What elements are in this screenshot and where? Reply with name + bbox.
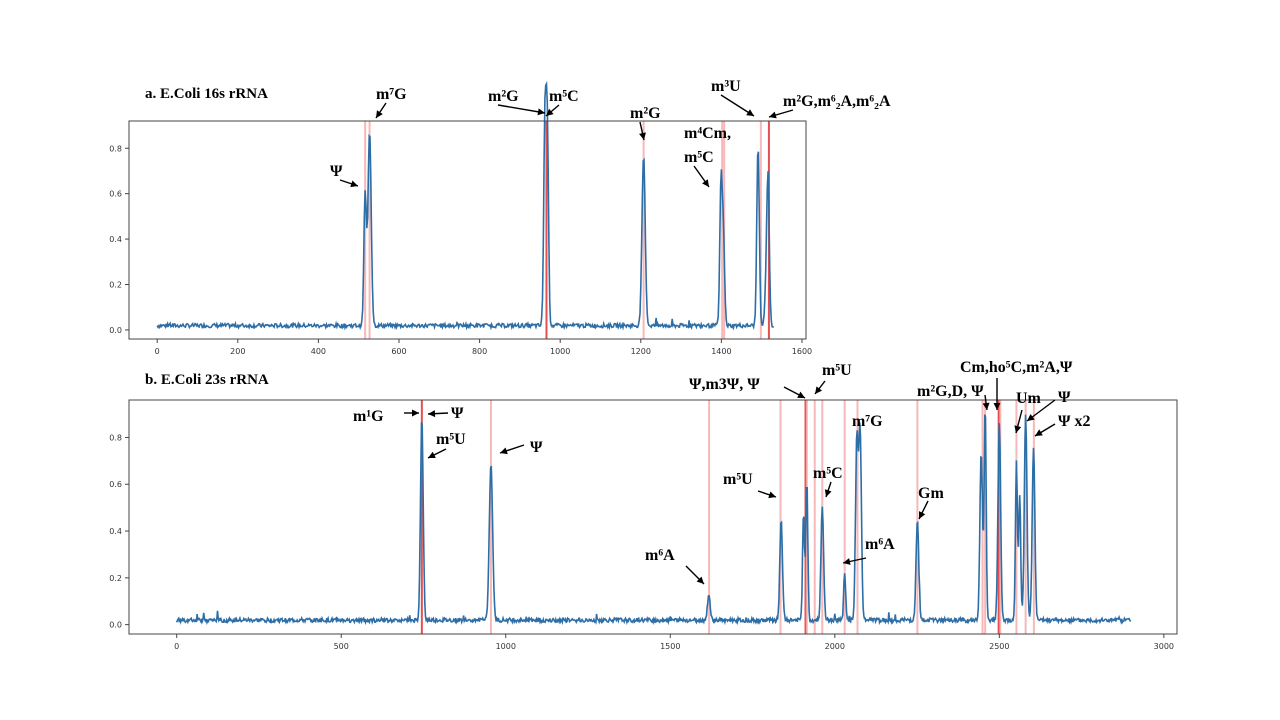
x-tick-label: 2000 (825, 642, 845, 651)
annotation-label: Ψ (451, 405, 464, 422)
y-tick-label: 0.8 (109, 433, 122, 442)
x-tick-label: 200 (230, 347, 245, 356)
y-tick-label: 0.2 (109, 281, 122, 290)
annotation-arrowhead (696, 576, 704, 584)
x-tick-label: 0 (155, 347, 160, 356)
plot-frame (128, 120, 807, 340)
x-tick-label: 1400 (711, 347, 731, 356)
y-tick-label: 0.2 (109, 574, 122, 583)
annotation-label: Ψ x2 (1058, 413, 1090, 430)
annotation-label: m⁶A (645, 547, 675, 564)
annotation-arrowhead (1014, 425, 1022, 433)
annotation-label: m²G (630, 105, 661, 122)
annotation-arrowhead (500, 447, 508, 455)
annotation-label: m²G (488, 88, 519, 105)
x-tick-label: 1600 (792, 347, 812, 356)
panel-title-16s: a. E.Coli 16s rRNA (145, 86, 268, 102)
x-tick-label: 1200 (631, 347, 651, 356)
annotation-arrowhead (537, 108, 545, 116)
annotation-arrowhead (746, 109, 754, 116)
annotation-arrowhead (546, 108, 554, 116)
annotation-label: Gm (918, 485, 944, 502)
x-tick-label: 800 (472, 347, 487, 356)
annotation-arrowhead (797, 391, 805, 398)
annotation-arrowhead (428, 410, 436, 418)
annotation-label: m⁵U (723, 471, 753, 488)
annotation-label: Ψ,m3Ψ, Ψ (689, 376, 760, 393)
y-tick-label: 0.0 (109, 621, 122, 630)
annotation-label: m⁴Cm, (684, 125, 731, 142)
annotation-label: m⁷G (852, 413, 883, 430)
annotation-arrowhead (768, 491, 776, 499)
annotation-label: m⁵U (822, 362, 852, 379)
annotation-arrowhead (982, 402, 990, 410)
x-tick-label: 2500 (989, 642, 1009, 651)
annotation-arrowhead (815, 386, 823, 394)
plot-frame (128, 399, 1178, 635)
y-tick-label: 0.6 (109, 190, 122, 199)
x-tick-label: 1500 (660, 642, 680, 651)
annotation-arrowhead (824, 489, 832, 497)
annotation-label: m⁵U (436, 431, 466, 448)
annotation-arrowhead (1027, 414, 1035, 421)
annotation-label: Ψ (530, 439, 543, 456)
annotation-arrowhead (769, 111, 777, 119)
annotation-label: m³U (711, 78, 741, 95)
panel-23s: b. E.Coli 23s rRNA 0 500 1000 1500 2000 2500 3… (109, 359, 1178, 651)
x-tick-label: 1000 (496, 642, 516, 651)
annotation-label: m²G,m⁶₂A,m⁶₂A (783, 93, 891, 110)
x-tick-label: 600 (391, 347, 406, 356)
annotation-label: Ψ (330, 163, 343, 180)
signal-line (175, 414, 1132, 626)
panel-title-23s: b. E.Coli 23s rRNA (145, 372, 269, 388)
x-tick-label: 500 (334, 642, 349, 651)
annotation-arrowhead (993, 403, 1001, 410)
y-tick-label: 0.0 (109, 326, 122, 335)
annotation-arrow (497, 104, 546, 114)
annotation-arrowhead (428, 451, 436, 458)
annotation-label: m⁷G (376, 86, 407, 103)
annotation-arrowhead (412, 409, 419, 417)
annotation-arrowhead (639, 132, 646, 140)
y-tick-label: 0.6 (109, 480, 122, 489)
panel-16s: a. E.Coli 16s rRNA 0 200 400 600 800 1000 1200… (109, 78, 891, 356)
annotation-label: m⁵C (549, 88, 579, 105)
x-tick-label: 1000 (550, 347, 570, 356)
annotation-arrowhead (843, 558, 851, 565)
annotation-arrowhead (350, 180, 358, 188)
x-tick-label: 3000 (1154, 642, 1174, 651)
annotation-label: m⁵C (684, 149, 714, 166)
annotation-label: m¹G (353, 408, 384, 425)
y-tick-label: 0.4 (109, 527, 122, 536)
x-tick-label: 0 (174, 642, 179, 651)
annotation-label: m⁶A (865, 536, 895, 553)
annotation-arrowhead (376, 110, 383, 118)
annotation-label: Ψ (1058, 389, 1071, 406)
x-tick-label: 400 (311, 347, 326, 356)
annotation-arrowhead (919, 511, 926, 519)
y-tick-label: 0.4 (109, 235, 122, 244)
annotation-label: Cm,ho⁵C,m²A,Ψ (960, 359, 1073, 376)
annotation-arrowhead (702, 179, 709, 187)
annotation-arrowhead (1035, 429, 1043, 436)
y-tick-label: 0.8 (109, 144, 122, 153)
annotation-label: m⁵C (813, 465, 843, 482)
annotation-label: m²G,D, Ψ (917, 383, 984, 400)
signal-line (156, 80, 774, 331)
annotation-label: Um (1016, 390, 1042, 407)
